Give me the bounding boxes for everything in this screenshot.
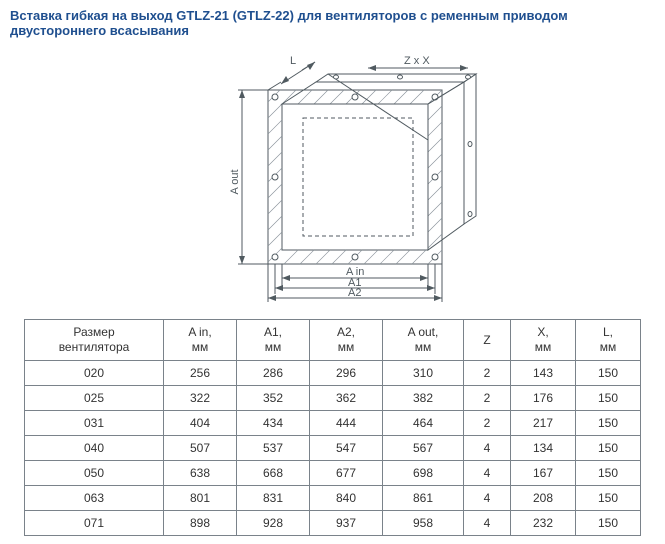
table-cell: 4 bbox=[464, 461, 511, 486]
table-cell: 668 bbox=[237, 461, 310, 486]
table-cell: 898 bbox=[164, 511, 237, 536]
table-cell: 167 bbox=[511, 461, 576, 486]
svg-text:A2: A2 bbox=[348, 287, 361, 299]
table-cell: 134 bbox=[511, 436, 576, 461]
svg-text:A out: A out bbox=[229, 169, 241, 194]
table-cell: 4 bbox=[464, 486, 511, 511]
table-cell: 176 bbox=[511, 386, 576, 411]
table-cell: 256 bbox=[164, 361, 237, 386]
table-row: 0718989289379584232150 bbox=[25, 511, 641, 536]
table-cell: 025 bbox=[25, 386, 164, 411]
table-cell: 2 bbox=[464, 361, 511, 386]
table-column-header: A1,мм bbox=[237, 320, 310, 361]
table-cell: 547 bbox=[310, 436, 383, 461]
technical-diagram: L Z x X A out A in A1 A2 bbox=[10, 44, 655, 309]
table-cell: 444 bbox=[310, 411, 383, 436]
table-cell: 507 bbox=[164, 436, 237, 461]
table-cell: 040 bbox=[25, 436, 164, 461]
svg-text:L: L bbox=[290, 55, 296, 67]
table-column-header: X,мм bbox=[511, 320, 576, 361]
table-column-header: Z bbox=[464, 320, 511, 361]
table-cell: 208 bbox=[511, 486, 576, 511]
table-header-row: РазмервентилятораA in,ммA1,ммA2,ммA out,… bbox=[25, 320, 641, 361]
table-cell: 150 bbox=[576, 386, 641, 411]
table-cell: 801 bbox=[164, 486, 237, 511]
dimensions-table: РазмервентилятораA in,ммA1,ммA2,ммA out,… bbox=[24, 319, 641, 536]
table-cell: 286 bbox=[237, 361, 310, 386]
table-cell: 352 bbox=[237, 386, 310, 411]
table-cell: 310 bbox=[383, 361, 464, 386]
table-cell: 217 bbox=[511, 411, 576, 436]
table-row: 0405075375475674134150 bbox=[25, 436, 641, 461]
table-cell: 150 bbox=[576, 411, 641, 436]
table-cell: 831 bbox=[237, 486, 310, 511]
table-row: 0506386686776984167150 bbox=[25, 461, 641, 486]
table-cell: 071 bbox=[25, 511, 164, 536]
table-cell: 677 bbox=[310, 461, 383, 486]
table-row: 0253223523623822176150 bbox=[25, 386, 641, 411]
table-row: 0202562862963102143150 bbox=[25, 361, 641, 386]
table-cell: 537 bbox=[237, 436, 310, 461]
table-cell: 567 bbox=[383, 436, 464, 461]
table-row: 0638018318408614208150 bbox=[25, 486, 641, 511]
table-cell: 840 bbox=[310, 486, 383, 511]
table-cell: 2 bbox=[464, 386, 511, 411]
table-cell: 2 bbox=[464, 411, 511, 436]
table-cell: 150 bbox=[576, 511, 641, 536]
table-cell: 150 bbox=[576, 486, 641, 511]
table-cell: 958 bbox=[383, 511, 464, 536]
table-column-header: Размервентилятора bbox=[25, 320, 164, 361]
table-cell: 861 bbox=[383, 486, 464, 511]
table-cell: 150 bbox=[576, 361, 641, 386]
table-column-header: L,мм bbox=[576, 320, 641, 361]
table-cell: 063 bbox=[25, 486, 164, 511]
table-cell: 150 bbox=[576, 436, 641, 461]
table-cell: 150 bbox=[576, 461, 641, 486]
table-cell: 404 bbox=[164, 411, 237, 436]
table-cell: 322 bbox=[164, 386, 237, 411]
table-cell: 434 bbox=[237, 411, 310, 436]
table-column-header: A2,мм bbox=[310, 320, 383, 361]
table-cell: 698 bbox=[383, 461, 464, 486]
table-column-header: A in,мм bbox=[164, 320, 237, 361]
table-cell: 382 bbox=[383, 386, 464, 411]
table-cell: 031 bbox=[25, 411, 164, 436]
table-cell: 362 bbox=[310, 386, 383, 411]
table-column-header: A out,мм bbox=[383, 320, 464, 361]
table-cell: 4 bbox=[464, 511, 511, 536]
table-cell: 020 bbox=[25, 361, 164, 386]
table-cell: 937 bbox=[310, 511, 383, 536]
table-cell: 464 bbox=[383, 411, 464, 436]
table-cell: 638 bbox=[164, 461, 237, 486]
table-cell: 928 bbox=[237, 511, 310, 536]
table-cell: 4 bbox=[464, 436, 511, 461]
table-row: 0314044344444642217150 bbox=[25, 411, 641, 436]
page-title: Вставка гибкая на выход GTLZ-21 (GTLZ-22… bbox=[10, 8, 655, 38]
svg-text:Z x X: Z x X bbox=[404, 55, 430, 67]
table-cell: 050 bbox=[25, 461, 164, 486]
table-cell: 143 bbox=[511, 361, 576, 386]
table-cell: 296 bbox=[310, 361, 383, 386]
table-cell: 232 bbox=[511, 511, 576, 536]
